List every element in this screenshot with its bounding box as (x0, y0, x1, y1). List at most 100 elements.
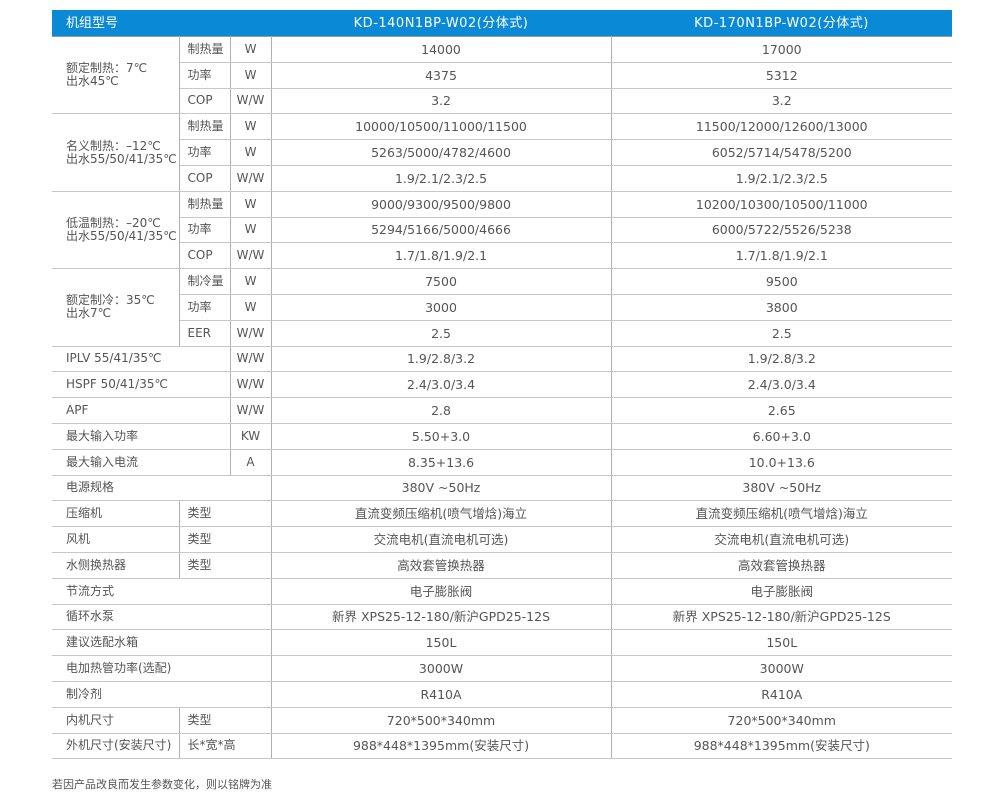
group-label-line: 出水55/50/41/35℃ (66, 228, 177, 243)
table-row: IPLV 55/41/35℃ W/W 1.9/2.8/3.2 1.9/2.8/3.2 (52, 345, 953, 373)
model-2-value: 720*500*340mm (611, 706, 953, 734)
model-1-value: 9000/9300/9500/9800 (271, 190, 612, 218)
model-2-value: 高效套管换热器 (611, 551, 953, 579)
model-2-value: 10200/10300/10500/11000 (611, 190, 953, 218)
group-label-line: 低温制热：–20℃ (66, 215, 161, 230)
group-label-line: 出水55/50/41/35℃ (66, 151, 177, 166)
model-2-value: R410A (611, 680, 953, 708)
table-row: 水侧换热器 类型 高效套管换热器 高效套管换热器 (52, 551, 953, 579)
model-2-value: 11500/12000/12600/13000 (611, 113, 953, 141)
unit: W/W (230, 345, 272, 373)
table-row: 电加热管功率(选配) 3000W 3000W (52, 655, 953, 682)
model-1-value: 直流变频压缩机(喷气增焓)海立 (271, 500, 612, 528)
unit: W (230, 61, 272, 89)
unit: W/W (230, 319, 272, 347)
model-2-value: 6.60+3.0 (611, 422, 953, 450)
model-2-value: 新界 XPS25-12-180/新沪GPD25-12S (611, 603, 953, 631)
model-1-value: 1.7/1.8/1.9/2.1 (271, 242, 612, 270)
model-1-value: 720*500*340mm (271, 706, 612, 734)
model-2-value: 988*448*1395mm(安装尺寸) (611, 732, 953, 760)
model-1-value: 2.8 (271, 397, 612, 424)
unit: W/W (230, 397, 272, 424)
parameter-name: 制热量 (179, 190, 231, 218)
unit: W (230, 268, 272, 295)
parameter-name: 制冷量 (179, 268, 231, 295)
model-2-value: 2.5 (611, 319, 953, 347)
parameter-name: 电加热管功率(选配) (52, 655, 272, 682)
parameter-subtype: 长*宽*高 (179, 732, 272, 760)
spec-table: 机组型号 KD-140N1BP-W02(分体式) KD-170N1BP-W02(… (52, 10, 953, 760)
table-row: 功率 W 5263/5000/4782/4600 6052/5714/5478/520… (52, 139, 953, 166)
parameter-name: EER (179, 319, 231, 347)
parameter-name: 制热量 (179, 113, 231, 141)
group-label-line: 出水7℃ (66, 306, 112, 321)
parameter-subtype: 类型 (179, 526, 272, 553)
parameter-subtype: 类型 (179, 500, 272, 528)
unit: W (230, 293, 272, 321)
parameter-name: HSPF 50/41/35℃ (52, 371, 231, 399)
model-1-value: 3000 (271, 293, 612, 321)
model-1-value: 8.35+13.6 (271, 448, 612, 476)
model-2-value: 5312 (611, 61, 953, 89)
table-header-row: 机组型号 KD-140N1BP-W02(分体式) KD-170N1BP-W02(… (52, 10, 953, 37)
unit: W/W (230, 242, 272, 270)
parameter-name: IPLV 55/41/35℃ (52, 345, 231, 373)
unit: A (230, 448, 272, 476)
table-row: 最大输入电流 A 8.35+13.6 10.0+13.6 (52, 448, 953, 476)
header-label: 机组型号 (52, 10, 272, 37)
parameter-name: 内机尺寸 (52, 706, 180, 734)
model-1-value: 2.5 (271, 319, 612, 347)
group-label-line: 名义制热：–12℃ (66, 138, 161, 153)
unit: W (230, 139, 272, 166)
model-1-value: 14000 (271, 36, 612, 63)
parameter-name: 建议选配水箱 (52, 629, 272, 657)
model-1-value: 988*448*1395mm(安装尺寸) (271, 732, 612, 760)
model-2-value: 6000/5722/5526/5238 (611, 216, 953, 244)
model-1-header: KD-140N1BP-W02(分体式) (271, 10, 612, 37)
table-row: APF W/W 2.8 2.65 (52, 397, 953, 424)
parameter-name: 循环水泵 (52, 603, 272, 631)
table-row: COP W/W 3.2 3.2 (52, 87, 953, 115)
parameter-name: 外机尺寸(安装尺寸) (52, 732, 180, 760)
table-row: 名义制热：–12℃ 出水55/50/41/35℃ 制热量 W 10000/10500/1… (52, 113, 953, 192)
group-label: 额定制热：7℃ 出水45℃ (52, 35, 180, 115)
unit: W (230, 36, 272, 63)
parameter-name: 功率 (179, 293, 231, 321)
table-row: 外机尺寸(安装尺寸) 长*宽*高 988*448*1395mm(安装尺寸) 988*4… (52, 732, 953, 760)
model-1-value: 5.50+3.0 (271, 422, 612, 450)
table-row: 额定制冷：35℃ 出水7℃ 制冷量 W 7500 9500 (52, 268, 953, 347)
model-1-value: 电子膨胀阀 (271, 577, 612, 605)
parameter-name: 功率 (179, 216, 231, 244)
group-label-line: 出水45℃ (66, 74, 119, 89)
group-label: 低温制热：–20℃ 出水55/50/41/35℃ (52, 190, 180, 270)
model-2-value: 电子膨胀阀 (611, 577, 953, 605)
table-row: 制冷剂 R410A R410A (52, 680, 953, 708)
model-2-value: 6052/5714/5478/5200 (611, 139, 953, 166)
model-2-value: 17000 (611, 36, 953, 63)
parameter-name: 风机 (52, 526, 180, 553)
model-2-value: 直流变频压缩机(喷气增焓)海立 (611, 500, 953, 528)
model-2-value: 380V ~50Hz (611, 474, 953, 502)
parameter-name: APF (52, 397, 231, 424)
model-2-value: 3800 (611, 293, 953, 321)
model-1-value: 7500 (271, 268, 612, 295)
table-row: 功率 W 3000 3800 (52, 293, 953, 321)
unit: W (230, 216, 272, 244)
parameter-name: 功率 (179, 61, 231, 89)
model-1-value: 高效套管换热器 (271, 551, 612, 579)
parameter-name: 最大输入电流 (52, 448, 231, 476)
unit: W (230, 190, 272, 218)
parameter-subtype: 类型 (179, 551, 272, 579)
parameter-name: 电源规格 (52, 474, 272, 502)
model-1-value: 10000/10500/11000/11500 (271, 113, 612, 141)
table-row: 节流方式 电子膨胀阀 电子膨胀阀 (52, 577, 953, 605)
model-1-value: 380V ~50Hz (271, 474, 612, 502)
table-row: 电源规格 380V ~50Hz 380V ~50Hz (52, 474, 953, 502)
footnote: 若因产品改良而发生参数变化，则以铭牌为准 (52, 778, 272, 791)
model-1-value: 3.2 (271, 87, 612, 115)
model-2-value: 1.9/2.1/2.3/2.5 (611, 164, 953, 192)
model-1-value: 新界 XPS25-12-180/新沪GPD25-12S (271, 603, 612, 631)
table-row: EER W/W 2.5 2.5 (52, 319, 953, 347)
model-2-value: 2.65 (611, 397, 953, 424)
model-1-value: 2.4/3.0/3.4 (271, 371, 612, 399)
